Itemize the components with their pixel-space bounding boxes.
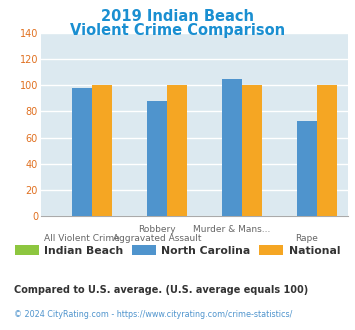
Legend: Indian Beach, North Carolina, National: Indian Beach, North Carolina, National bbox=[11, 241, 344, 260]
Bar bbox=[147, 101, 167, 216]
Text: Violent Crime Comparison: Violent Crime Comparison bbox=[70, 23, 285, 38]
Bar bbox=[296, 121, 317, 216]
Text: Aggravated Assault: Aggravated Assault bbox=[113, 234, 201, 243]
Text: © 2024 CityRating.com - https://www.cityrating.com/crime-statistics/: © 2024 CityRating.com - https://www.city… bbox=[14, 310, 293, 318]
Text: Murder & Mans...: Murder & Mans... bbox=[193, 225, 271, 234]
Bar bbox=[242, 85, 262, 216]
Text: Robbery: Robbery bbox=[138, 225, 176, 234]
Bar bbox=[72, 88, 92, 216]
Bar bbox=[222, 79, 242, 216]
Text: Rape: Rape bbox=[295, 234, 318, 243]
Text: Compared to U.S. average. (U.S. average equals 100): Compared to U.S. average. (U.S. average … bbox=[14, 285, 308, 295]
Bar bbox=[167, 85, 187, 216]
Text: All Violent Crime: All Violent Crime bbox=[44, 234, 120, 243]
Text: 2019 Indian Beach: 2019 Indian Beach bbox=[101, 9, 254, 24]
Bar bbox=[317, 85, 337, 216]
Bar bbox=[92, 85, 112, 216]
